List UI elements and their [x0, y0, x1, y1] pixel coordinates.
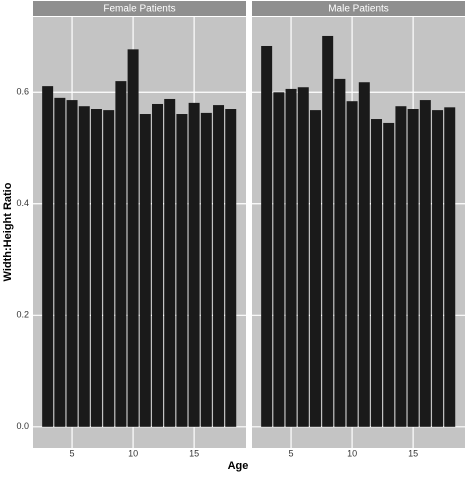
bar — [334, 78, 346, 427]
bar — [103, 110, 115, 427]
bar — [78, 106, 90, 427]
y-tick-label: 0.6 — [16, 87, 29, 97]
bar — [273, 92, 285, 427]
y-tick-label: 0.2 — [16, 310, 29, 320]
bar — [395, 106, 407, 427]
x-tick-label: 5 — [70, 448, 75, 458]
bar — [139, 114, 151, 427]
y-tick-label: 0.0 — [16, 421, 29, 431]
bar — [90, 108, 102, 427]
x-tick-label: 10 — [128, 448, 138, 458]
bar — [152, 103, 163, 427]
x-tick-label: 15 — [408, 448, 418, 458]
bar — [225, 108, 237, 427]
bar — [176, 114, 188, 427]
bar — [444, 107, 456, 427]
bar — [261, 45, 273, 427]
y-tick-label: 0.4 — [16, 198, 29, 208]
bar — [42, 86, 54, 427]
bar — [200, 112, 212, 427]
x-tick-label: 15 — [189, 448, 199, 458]
bar — [127, 49, 139, 427]
y-axis-label: Width:Height Ratio — [2, 182, 14, 281]
bar — [419, 100, 431, 427]
bar — [66, 100, 78, 427]
x-tick-label: 5 — [289, 448, 294, 458]
bar — [285, 88, 297, 427]
x-axis-label: Age — [228, 460, 249, 472]
bar — [54, 97, 66, 427]
bar — [322, 35, 334, 427]
bar — [371, 119, 382, 427]
bar — [358, 82, 370, 427]
strip-title: Male Patients — [328, 4, 389, 15]
strip-title: Female Patients — [103, 4, 175, 15]
bar — [407, 108, 419, 427]
strip — [252, 1, 465, 16]
bar — [213, 105, 225, 427]
bar — [432, 110, 444, 427]
bar — [115, 81, 127, 427]
bar — [309, 110, 321, 427]
bar — [346, 101, 358, 427]
x-tick-label: 10 — [347, 448, 357, 458]
bar — [164, 98, 176, 427]
strip — [33, 1, 246, 16]
bar — [297, 87, 309, 427]
bar — [188, 102, 200, 427]
bar — [383, 122, 395, 427]
